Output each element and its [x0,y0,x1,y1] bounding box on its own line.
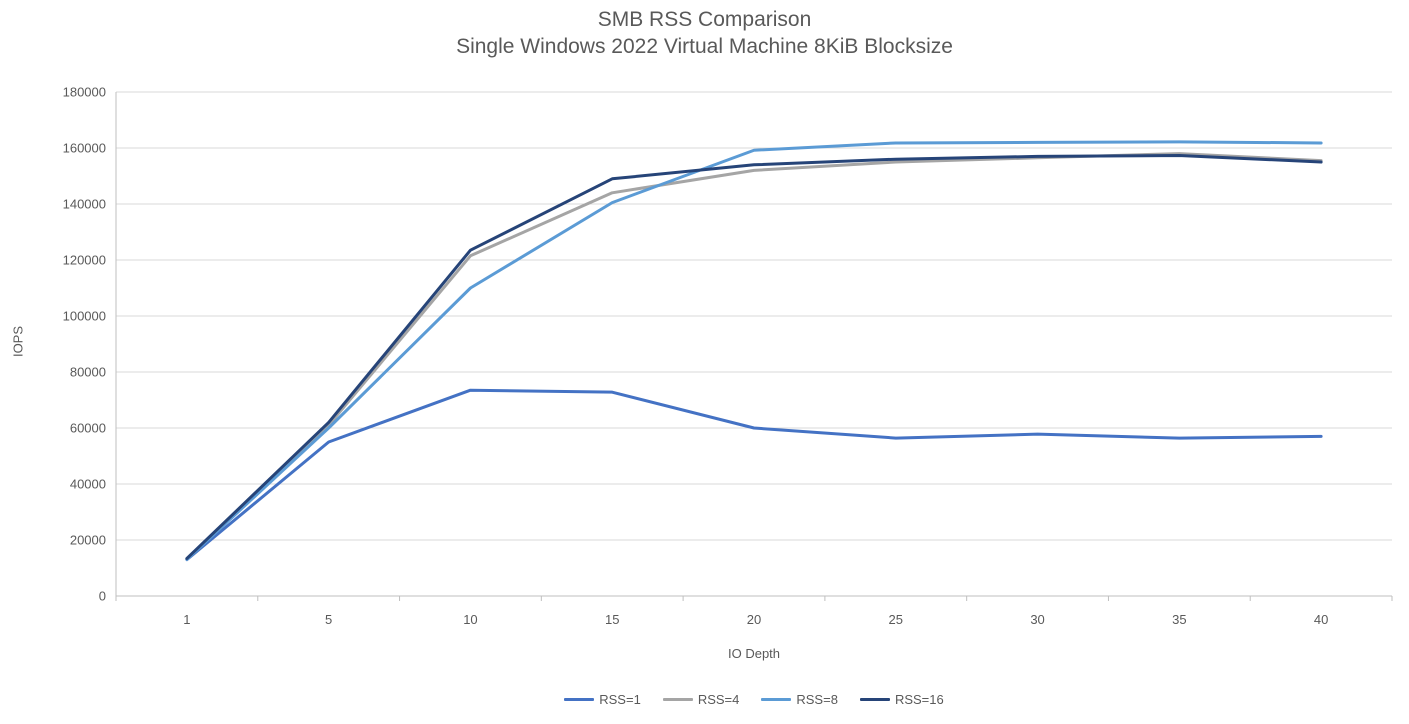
x-axis-title: IO Depth [727,646,781,661]
y-tick-label: 60000 [70,421,106,436]
chart-subtitle: Single Windows 2022 Virtual Machine 8KiB… [456,35,953,58]
legend-line-sample [859,698,890,701]
y-tick-label: 20000 [70,533,106,548]
x-tick-label: 1 [183,612,190,627]
series-line-rss-1 [185,388,1323,562]
x-tick-label: 10 [463,612,477,627]
x-tick-label: 30 [1030,612,1044,627]
legend-item: RSS=1 [564,692,641,707]
legend-line-sample [662,698,693,701]
y-tick-label: 160000 [63,141,106,156]
chart-legend: RSS=1 RSS=4 RSS=8 RSS=16 [116,692,1392,707]
legend-label: RSS=16 [894,692,944,707]
y-tick-label: 180000 [63,85,106,100]
series-line-rss-4 [185,152,1323,561]
y-tick-label: 40000 [70,477,106,492]
legend-label: RSS=4 [697,692,740,707]
legend-label: RSS=1 [599,692,641,707]
y-tick-label: 120000 [63,253,106,268]
legend-line-sample [761,698,792,701]
legend-item: RSS=16 [859,692,944,707]
series-line-rss-16 [185,154,1323,560]
x-tick-label: 25 [889,612,903,627]
y-tick-label: 80000 [70,365,106,380]
series-line-rss-8 [185,140,1323,561]
legend-line-sample [564,698,595,701]
y-tick-label: 0 [99,589,106,604]
x-tick-label: 40 [1314,612,1328,627]
x-tick-label: 35 [1172,612,1186,627]
y-tick-label: 100000 [63,309,106,324]
x-tick-label: 20 [747,612,761,627]
y-tick-label: 140000 [63,197,106,212]
legend-item: RSS=4 [662,692,740,707]
legend-item: RSS=8 [761,692,838,707]
chart-title: SMB RSS Comparison [597,8,812,31]
x-tick-label: 15 [605,612,619,627]
legend-label: RSS=8 [796,692,838,707]
x-tick-label: 5 [325,612,332,627]
